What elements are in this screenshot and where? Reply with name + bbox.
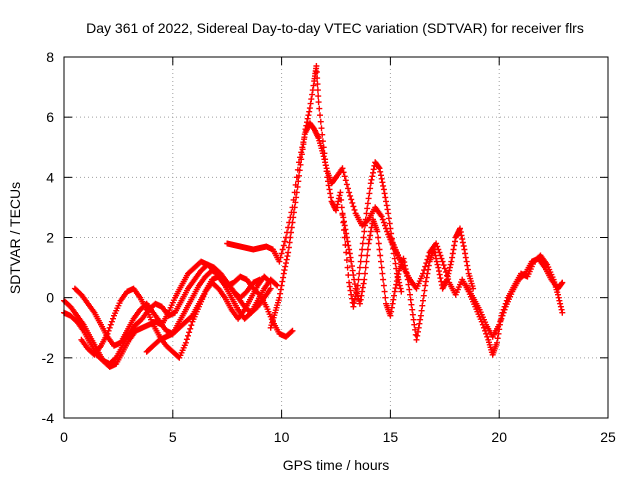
x-tick-label: 5 (169, 429, 177, 445)
x-tick-label: 25 (600, 429, 616, 445)
data-point-markers (463, 255, 566, 340)
y-tick-label: -4 (42, 410, 55, 426)
y-axis-label: SDTVAR / TECUs (7, 182, 23, 294)
y-tick-label: 2 (46, 230, 54, 246)
y-tick-labels: -4 -2 0 2 4 6 8 (42, 49, 55, 426)
chart-title: Day 361 of 2022, Sidereal Day-to-day VTE… (86, 20, 584, 36)
data-point-markers (71, 267, 274, 349)
data-series-track-10 (463, 255, 566, 340)
data-series-track-3 (71, 267, 274, 349)
y-tick-label: 4 (46, 169, 54, 185)
data-point-markers (339, 210, 477, 343)
x-tick-label: 20 (491, 429, 507, 445)
x-axis-label: GPS time / hours (283, 457, 390, 473)
y-tick-label: 8 (46, 49, 54, 65)
y-tick-label: -2 (42, 350, 55, 366)
x-tick-label: 15 (383, 429, 399, 445)
y-tick-label: 6 (46, 109, 54, 125)
x-tick-labels: 0 5 10 15 20 25 (60, 429, 616, 445)
data-points (61, 63, 566, 370)
data-point-markers (267, 63, 405, 331)
data-point-markers (143, 273, 274, 355)
data-series-track-8 (339, 210, 477, 343)
axis-ticks (63, 56, 609, 419)
x-tick-label: 0 (60, 429, 68, 445)
grid (64, 57, 608, 418)
data-series-track-5 (143, 273, 274, 355)
y-tick-label: 0 (46, 290, 54, 306)
data-series-track-7 (267, 63, 405, 331)
x-tick-label: 10 (274, 429, 290, 445)
